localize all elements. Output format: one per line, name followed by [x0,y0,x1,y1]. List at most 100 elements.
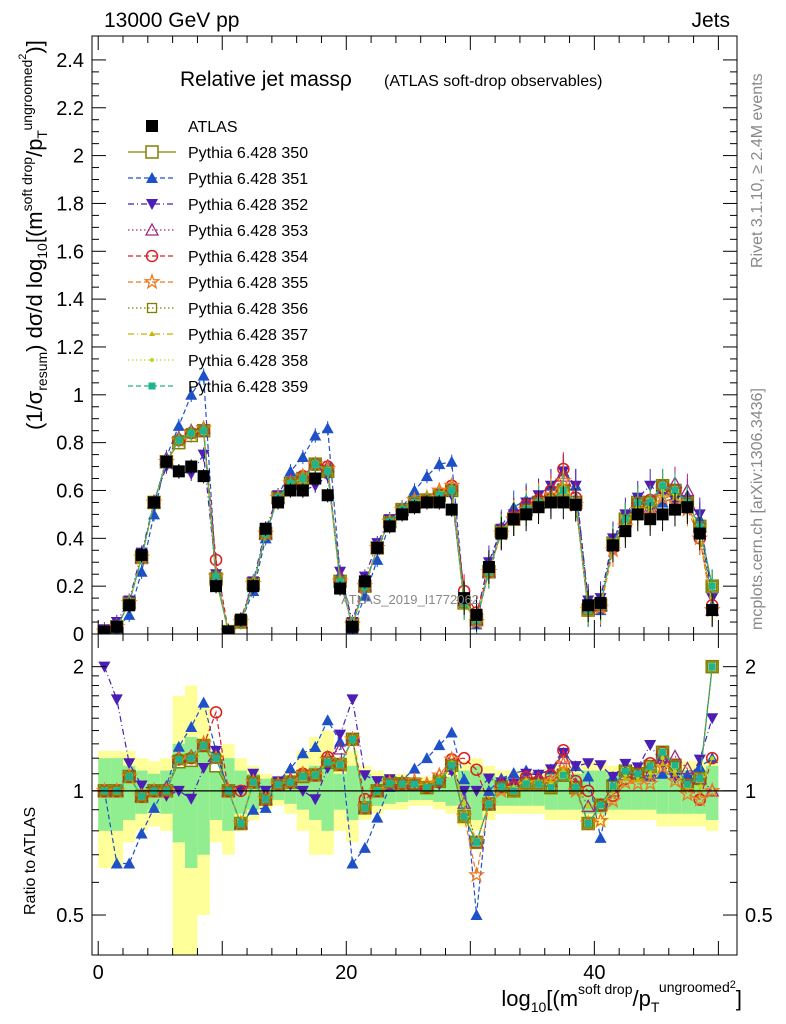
ratio-point [522,780,530,788]
data-point [284,465,297,477]
series-line [104,427,713,633]
ratio-point [672,769,677,774]
ratio-point [693,760,706,772]
ratio-point [458,773,471,785]
data-point [210,580,223,593]
data-point [408,484,421,496]
y-tick-label: 0.4 [56,528,84,550]
ratio-point [582,770,595,782]
ratio-point [210,753,222,764]
ratio-point [247,803,260,815]
data-point [420,496,433,509]
ratio-point [347,734,358,745]
data-point [659,482,667,490]
ratio-point [359,802,371,814]
ratio-point [272,779,284,790]
uncertainty-band-inner [631,773,644,810]
ratio-point [398,780,406,788]
ratio-point [285,776,296,788]
ratio-point [235,818,246,829]
ratio-point [584,820,592,828]
data-point [532,501,545,514]
ratio-point [274,780,282,788]
ratio-point [594,831,607,843]
ratio-point [606,771,619,783]
ratio-point [594,798,607,812]
ratio-point [473,838,481,846]
legend-entry: Pythia 6.428 354 [128,249,308,266]
y-tick-label: 0.8 [56,433,84,455]
data-point [383,520,396,533]
ratio-point [185,720,198,732]
ratio-point [420,752,433,764]
ratio-point [358,770,371,782]
data-point [123,608,136,620]
y-tick-label: 1.6 [56,241,84,263]
ratio-point [470,763,483,776]
ratio-point [462,801,467,806]
data-point [458,592,471,605]
x-tick-label: 20 [335,962,357,984]
data-point [594,596,607,609]
ratio-point [678,785,696,802]
ratio-point [708,663,716,671]
data-point [433,458,446,470]
uncertainty-band-inner [346,765,359,820]
data-point [495,527,508,540]
data-point [448,486,456,494]
data-point [656,508,669,521]
ratio-point [520,768,533,780]
ratio-point [569,761,582,773]
series-atlas [98,454,719,634]
ratio-point [485,800,493,808]
data-point [668,503,681,516]
ratio-point [124,771,135,782]
ratio-point [135,780,148,792]
series-line [104,429,713,633]
y-tick-label: 1.2 [56,337,84,359]
ratio-point [691,790,709,807]
data-point [544,496,557,509]
ratio-point [656,767,669,779]
ratio-y-tick-label-right: 0.5 [745,905,773,927]
legend-entry: Pythia 6.428 356 [128,301,308,318]
data-point [148,508,161,520]
legend-entry: Pythia 6.428 351 [128,171,308,188]
ratio-point [619,758,632,770]
legend-entry: Pythia 6.428 358 [128,353,308,370]
data-point [371,553,384,565]
x-axis-label: log10[(msoft drop/pTungroomed2] [501,979,742,1015]
data-point [470,608,483,621]
legend-entry: Pythia 6.428 353 [128,222,308,240]
ratio-point [284,762,297,774]
legend-entry: Pythia 6.428 352 [128,197,308,214]
data-point [98,625,111,634]
ratio-point [187,754,195,762]
subtitle-text: (ATLAS soft-drop observables) [384,73,602,90]
x-tick-label: 0 [93,962,104,984]
ratio-point [582,758,595,770]
legend-marker [150,358,154,362]
ratio-point [248,776,259,788]
ratio-point [148,801,161,813]
ratio-point [645,761,656,772]
data-point [259,522,272,535]
ratio-point [696,774,704,782]
data-point [445,455,458,467]
data-point [311,460,319,468]
ratio-point [175,756,183,764]
ratio-point [497,783,505,791]
legend-label: Pythia 6.428 358 [188,353,308,370]
ratio-point [209,706,223,719]
ratio-panel-frame [91,633,738,956]
data-point [197,369,210,381]
ratio-point [507,767,520,779]
ratio-point [123,758,136,770]
ratio-point [260,794,271,805]
uncertainty-band-inner [321,758,334,831]
ratio-point [647,773,654,779]
data-point [209,553,223,567]
ratio-y-tick-label: 0.5 [56,905,84,927]
